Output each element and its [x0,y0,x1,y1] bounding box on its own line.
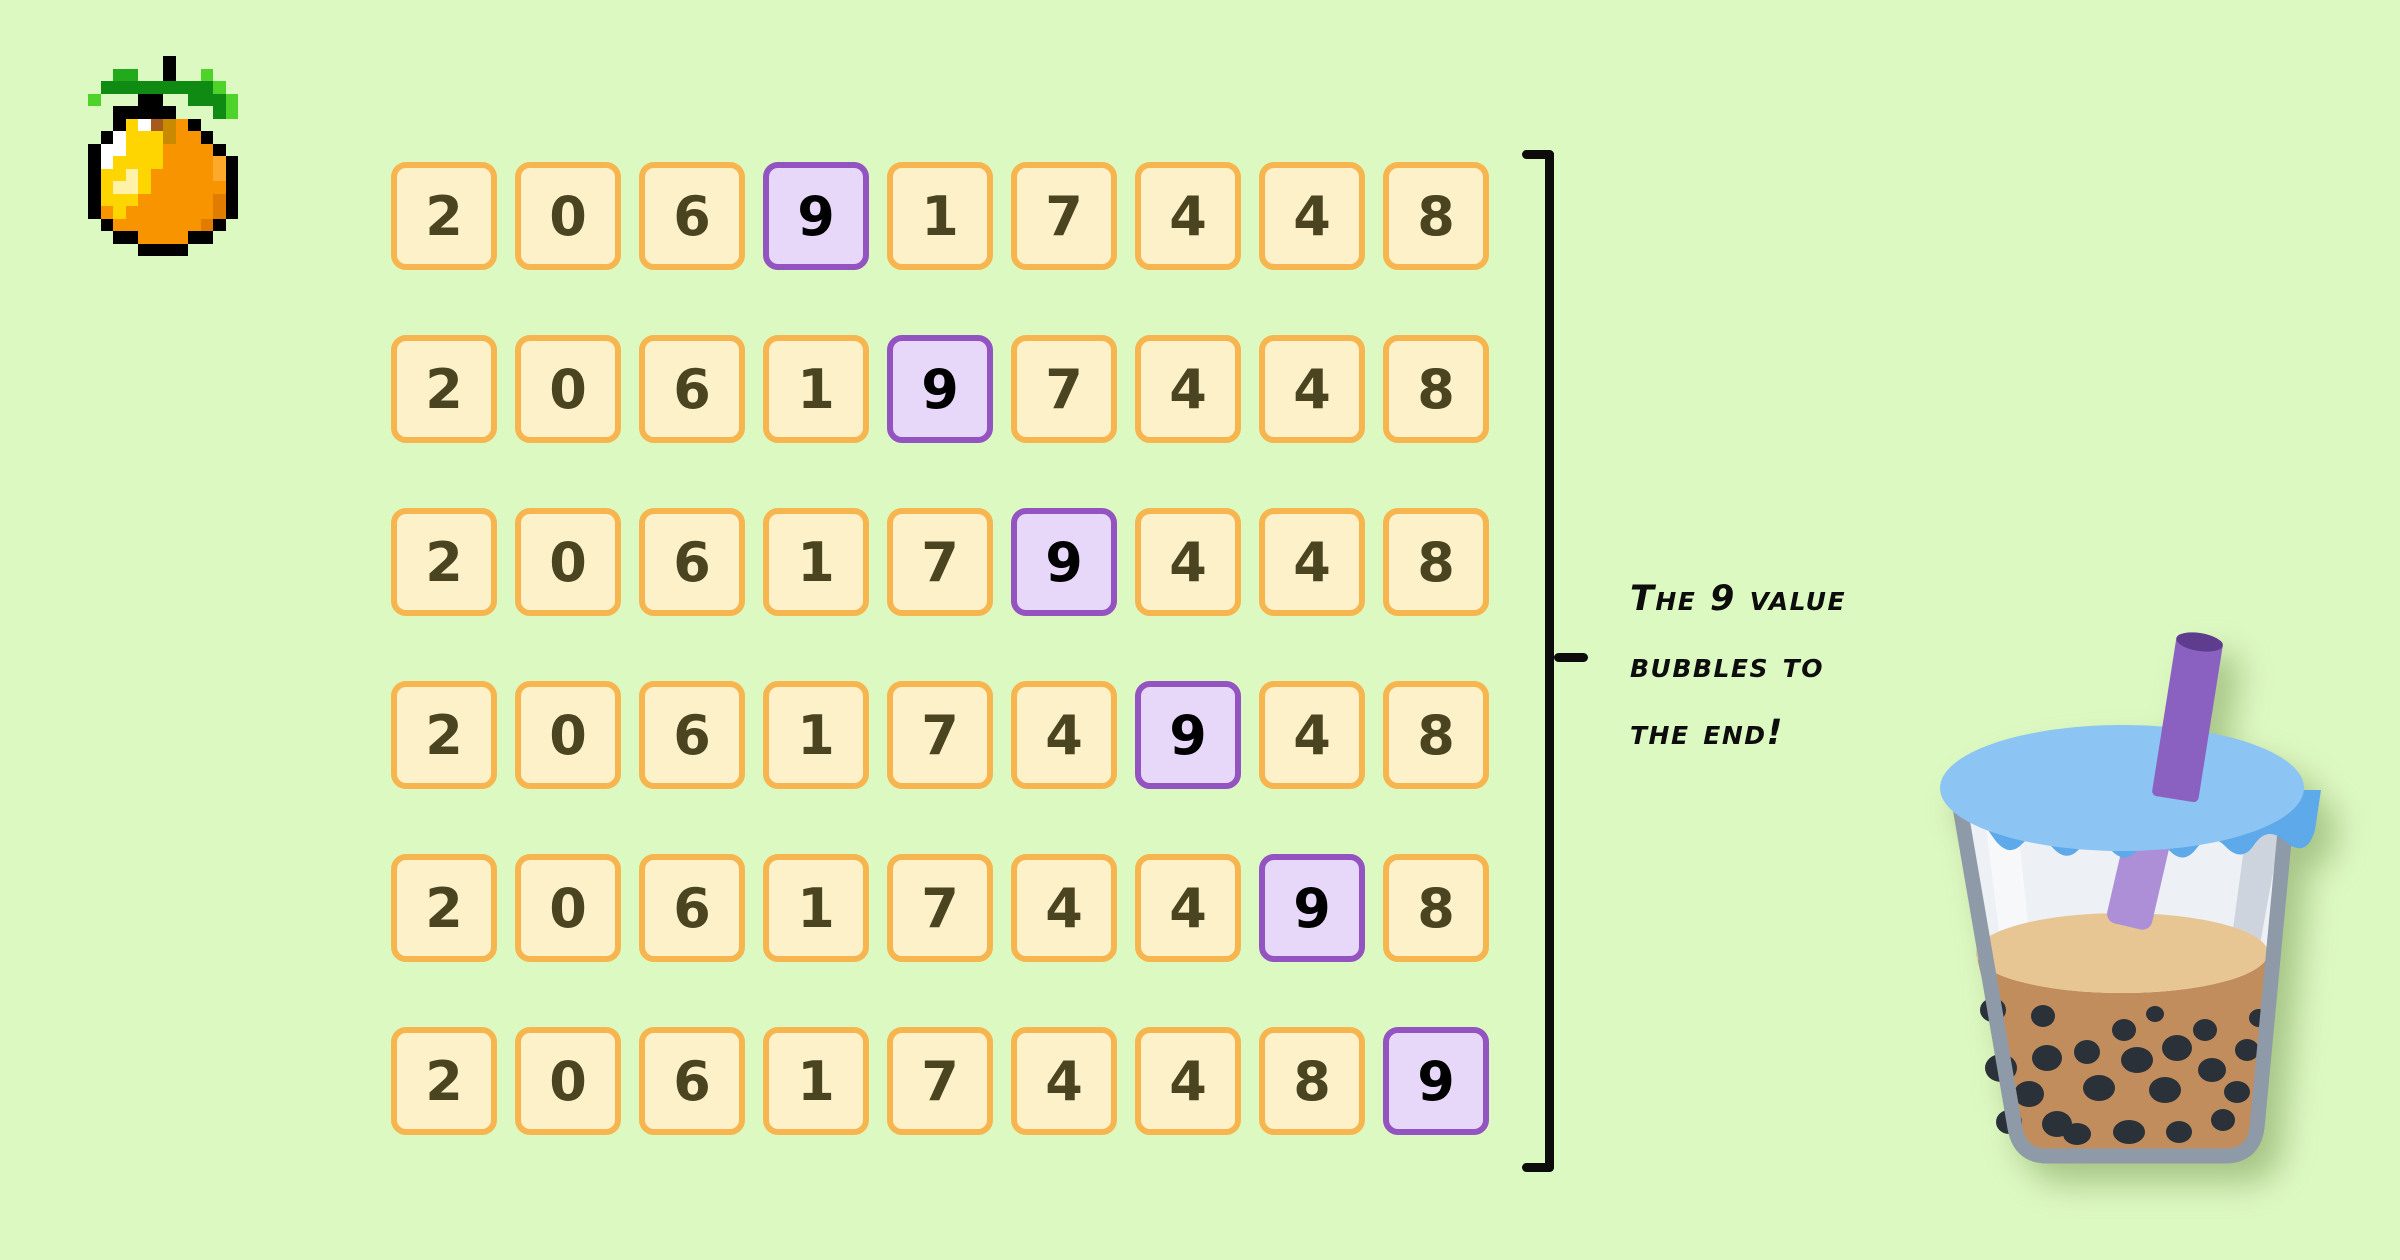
array-tile-highlighted: 9 [1135,681,1241,789]
array-tile: 6 [639,854,745,962]
array-tile: 1 [763,681,869,789]
array-tile: 4 [1259,681,1365,789]
array-tile: 7 [887,508,993,616]
caption-line-3: the end! [1630,713,1784,753]
lid [1940,725,2304,851]
array-tile: 8 [1383,681,1489,789]
array-tile: 4 [1135,854,1241,962]
array-tile: 1 [887,162,993,270]
array-tile: 2 [391,335,497,443]
array-tile: 2 [391,1027,497,1135]
array-tile: 4 [1011,681,1117,789]
array-tile: 2 [391,508,497,616]
array-tile-highlighted: 9 [1011,508,1117,616]
array-tile: 4 [1259,508,1365,616]
array-tile-highlighted: 9 [1383,1027,1489,1135]
array-tile: 1 [763,854,869,962]
array-tile: 8 [1383,162,1489,270]
tea-body [1976,953,2268,1154]
array-tile: 4 [1135,162,1241,270]
bubble-tea-icon [1940,632,2321,1164]
bracket-bottom-arm [1522,1163,1554,1172]
array-tile: 6 [639,335,745,443]
tea-surface [1976,913,2268,993]
bracket-vertical-line [1545,150,1554,1172]
array-tile: 6 [639,162,745,270]
array-tile: 0 [515,854,621,962]
array-tile: 6 [639,1027,745,1135]
array-tile: 0 [515,1027,621,1135]
array-tile: 7 [1011,335,1117,443]
caption-line-2: bubbles to [1630,646,1824,686]
cup-outline [1947,770,2298,1164]
array-tile: 4 [1259,335,1365,443]
bracket-middle-arm [1554,653,1588,662]
array-tile: 8 [1259,1027,1365,1135]
array-tile: 4 [1135,335,1241,443]
array-tile-highlighted: 9 [763,162,869,270]
array-tile: 2 [391,162,497,270]
array-tile: 6 [639,681,745,789]
array-tile: 4 [1011,1027,1117,1135]
array-tile: 4 [1011,854,1117,962]
array-tile: 7 [887,854,993,962]
array-tile: 1 [763,335,869,443]
array-tile: 2 [391,854,497,962]
array-tile: 1 [763,1027,869,1135]
array-tile: 7 [887,1027,993,1135]
array-tile: 4 [1135,508,1241,616]
array-tile: 0 [515,681,621,789]
array-tile: 4 [1135,1027,1241,1135]
array-tile: 8 [1383,335,1489,443]
array-tile-highlighted: 9 [1259,854,1365,962]
array-tile: 7 [887,681,993,789]
array-tile-highlighted: 9 [887,335,993,443]
array-tile: 0 [515,335,621,443]
array-tile: 1 [763,508,869,616]
array-tile: 8 [1383,854,1489,962]
bracket-top-arm [1522,150,1554,159]
straw-upper [2152,632,2223,803]
array-tile: 7 [1011,162,1117,270]
caption: The 9 value bubbles to the end! [1630,566,2010,767]
glass-shade [2228,796,2287,966]
array-tile: 0 [515,162,621,270]
array-tile: 0 [515,508,621,616]
array-tile: 2 [391,681,497,789]
caption-line-1: The 9 value [1630,579,1847,619]
array-tile: 4 [1259,162,1365,270]
pixel-orange-icon [88,56,251,256]
array-tile: 6 [639,508,745,616]
array-tile: 8 [1383,508,1489,616]
